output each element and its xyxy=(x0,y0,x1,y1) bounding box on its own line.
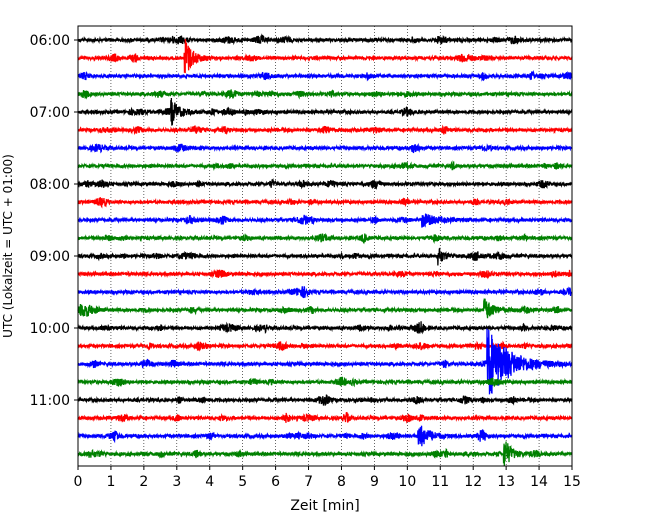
y-axis-label: UTC (Lokalzeit = UTC + 01:00) xyxy=(1,154,15,338)
x-tick-label: 2 xyxy=(139,474,148,490)
seismogram-trace xyxy=(77,39,573,74)
seismogram-trace xyxy=(77,376,573,388)
seismogram-trace xyxy=(77,247,573,266)
seismogram-trace xyxy=(77,142,573,154)
x-tick-label: 0 xyxy=(74,474,83,490)
seismogram-trace xyxy=(77,268,573,280)
x-axis-label: Zeit [min] xyxy=(290,498,359,514)
seismogram-trace xyxy=(77,425,573,447)
x-tick-label: 12 xyxy=(464,474,482,490)
x-axis-ticks: 0 1 2 3 4 5 6 7 8 9 10 11 12 13 14 15 xyxy=(74,466,581,490)
seismogram-trace xyxy=(77,33,573,46)
x-tick-label: 11 xyxy=(431,474,449,490)
seismogram-traces xyxy=(77,33,573,467)
seismogram-trace xyxy=(77,160,573,172)
seismogram-trace xyxy=(77,97,573,126)
x-tick-label: 6 xyxy=(271,474,280,490)
seismogram-trace xyxy=(77,232,573,245)
x-tick-label: 4 xyxy=(205,474,214,490)
x-tick-label: 13 xyxy=(497,474,515,490)
seismogram-trace xyxy=(77,321,573,335)
seismogram-trace xyxy=(77,213,573,228)
seismogram-trace xyxy=(77,394,573,406)
plot-frame xyxy=(77,25,573,467)
x-tick-label: 3 xyxy=(172,474,181,490)
x-tick-label: 14 xyxy=(530,474,548,490)
x-tick-label: 10 xyxy=(398,474,416,490)
seismogram-trace xyxy=(77,124,573,136)
x-tick-label: 5 xyxy=(238,474,247,490)
y-tick-label: 10:00 xyxy=(30,321,70,337)
y-tick-label: 06:00 xyxy=(30,33,70,49)
y-axis-ticks: 06:00 07:00 08:00 09:00 10:00 11:00 xyxy=(30,33,78,409)
seismogram-trace xyxy=(77,297,573,319)
y-tick-label: 09:00 xyxy=(30,249,70,265)
seismogram-trace xyxy=(77,286,573,299)
x-tick-label: 15 xyxy=(563,474,581,490)
y-tick-label: 07:00 xyxy=(30,105,70,121)
seismogram-trace xyxy=(77,441,573,467)
seismogram-trace xyxy=(77,89,573,100)
x-tick-label: 9 xyxy=(370,474,379,490)
seismogram-trace xyxy=(77,411,573,424)
seismogram-trace xyxy=(77,197,573,209)
vertical-gridlines xyxy=(110,26,540,466)
x-tick-label: 8 xyxy=(337,474,346,490)
seismogram-trace xyxy=(77,69,573,82)
y-tick-label: 08:00 xyxy=(30,177,70,193)
seismogram-trace xyxy=(77,328,573,395)
y-tick-label: 11:00 xyxy=(30,393,70,409)
x-tick-label: 7 xyxy=(304,474,313,490)
seismogram-trace xyxy=(77,178,573,190)
x-tick-label: 1 xyxy=(106,474,115,490)
